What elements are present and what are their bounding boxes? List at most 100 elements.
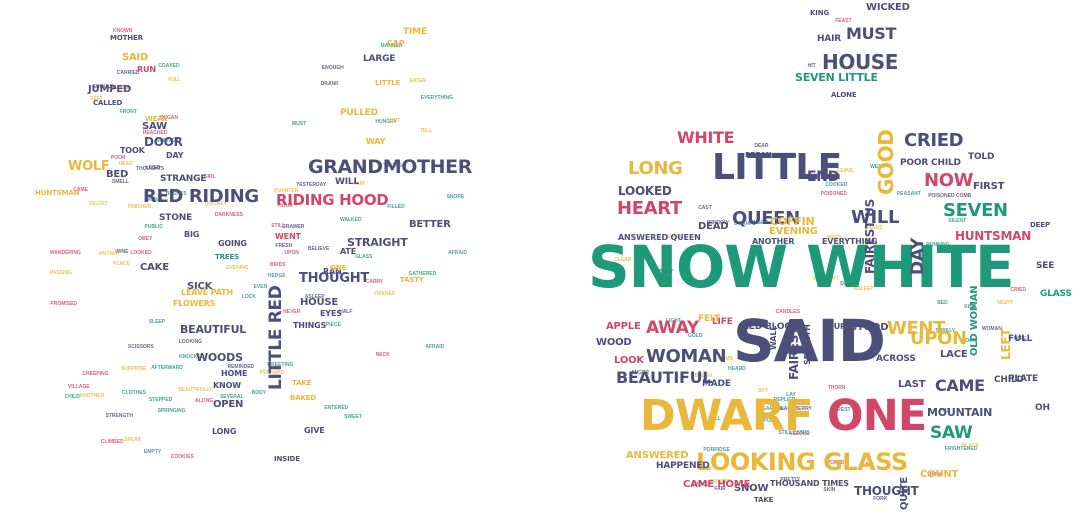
filler-word: NECK [375,352,390,359]
filler-word: GOLD [688,332,703,339]
filler-word: BLACKBERRY [777,406,812,413]
word-called: CALLED [93,99,123,107]
word-first: FIRST [973,181,1005,192]
filler-word: WIFE [1013,336,1027,343]
filler-word: ANYWAY [98,250,121,257]
filler-word: QUICKLY [204,201,227,208]
filler-word: MUST [291,121,307,128]
filler-word: PORRIDGE [703,447,731,454]
filler-word: STRENGTH [105,412,133,419]
word-door: DOOR [144,135,183,149]
word-went: WENT [275,232,301,241]
word-huntsman: HUNTSMAN [35,189,80,197]
filler-word: PROMISED [50,301,78,308]
filler-word: FEAST [835,17,852,24]
filler-word: DRAWER [282,224,305,231]
word-day: DAY [166,151,184,160]
filler-word: ANOTHER [79,392,105,399]
filler-word: SLEEP [148,319,166,326]
filler-word: AFRAID [425,343,445,350]
word-run: RUN [137,65,156,74]
word-little: LITTLE [712,147,842,188]
filler-word: DEAR [754,142,769,149]
word-came-home: CAME HOME [683,479,751,490]
filler-word: REACHED [142,129,168,136]
filler-word: ALIVE [147,197,163,204]
filler-word: HALF [339,308,353,315]
filler-word: STEPPED [148,396,173,403]
filler-word: FINGER [749,219,768,226]
filler-word: EVENING [226,265,249,272]
filler-word: FALL [708,416,721,423]
filler-word: FOLLOW [107,84,130,91]
word-see: SEE [1036,261,1055,271]
word-poor-child: POOR CHILD [900,158,961,168]
filler-word: ENOUGH [321,65,344,72]
filler-word: HIT [807,63,816,69]
filler-word: LOOKING [178,339,203,346]
word-said: SAID [122,52,149,63]
filler-word: WORLD [825,459,845,466]
filler-word: CARRY [365,279,384,286]
word-day: DAY [908,237,928,275]
filler-word: MANNER [380,43,403,50]
filler-word: LEAVE [837,168,854,175]
filler-word: CAME [73,186,89,193]
filler-word: HEAD [118,161,133,168]
word-ate: ATE [340,247,357,256]
word-away: AWAY [646,318,699,338]
filler-word: LAID [861,462,874,469]
word-white: WHITE [677,128,735,147]
filler-word: WINE [115,248,129,255]
word-wood: WOOD [596,337,632,348]
filler-word: SNORE [446,193,465,200]
filler-word: COOKED [825,181,848,188]
filler-word: POOR [110,155,126,162]
filler-word: NEVER [283,308,301,315]
word-old-woman: OLD WOMAN [969,285,980,356]
word-red-blood: RED BLOOD [742,322,800,332]
filler-word: FRONT [119,109,137,116]
word-apple: APPLE [606,321,641,332]
word-one: ONE [827,391,927,441]
filler-word: BUSHES [165,191,187,197]
filler-word: PLACE [113,261,131,268]
word-woman: WOMAN [646,346,727,367]
filler-word: FILLED [387,203,405,210]
word-know: KNOW [213,381,241,390]
filler-word: COOKIES [170,454,194,461]
filler-word: CLIMBED [100,439,124,446]
word-riding-hood: RIDING HOOD [276,191,389,209]
filler-word: THINK [926,472,942,479]
word-going: GOING [218,239,247,248]
filler-word: DARKNESS [214,211,243,218]
filler-word: ANGER [630,369,649,376]
filler-word: PUBLIC [144,223,163,230]
filler-word: COAXED [158,63,180,70]
word-way: WAY [366,137,386,146]
word-mountain: MOUNTAIN [927,406,993,419]
word-stone: STONE [159,213,193,223]
filler-word: UPON [284,249,299,256]
word-mother: MOTHER [110,34,143,42]
filler-word: HUNGRY [375,118,397,125]
filler-word: STILL [271,223,286,230]
word-alone: ALONE [831,91,857,99]
word-across: ACROSS [876,354,916,364]
filler-word: DANCE [840,281,859,288]
filler-word: CARRIED [116,70,140,77]
filler-word: WEPT [827,234,842,241]
word-strange: STRANGE [160,174,207,184]
word-house: HOUSE [300,297,339,308]
word-trees: TREES [215,253,240,261]
filler-word: EVEN [253,283,268,290]
word-lace: LACE [940,349,968,360]
filler-word: LOCK [241,294,257,301]
word-end: END [807,169,840,185]
filler-word: FULL [168,76,181,83]
filler-word: WINDOW [706,219,729,226]
word-dead: DEAD [698,221,729,232]
filler-word: WANDERING [49,249,81,256]
word-another: ANOTHER [752,237,795,246]
filler-word: FORK [873,496,888,503]
